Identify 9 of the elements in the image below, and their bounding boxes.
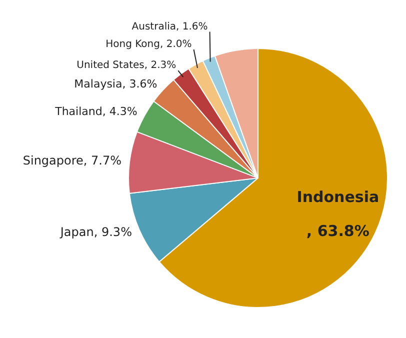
slice-label: Thailand, 4.3% bbox=[54, 104, 138, 118]
slice-label: Hong Kong, 2.0% bbox=[106, 39, 192, 50]
slice-label: United States, 2.3% bbox=[76, 60, 176, 72]
data-label: , 63.8% bbox=[306, 222, 370, 240]
slice-label: Indonesia bbox=[296, 188, 380, 206]
slice-label: Malaysia, 3.6% bbox=[74, 77, 158, 90]
slice-label: Singapore, 7.7% bbox=[22, 153, 122, 168]
slice-label: Japan, 9.3% bbox=[59, 225, 132, 240]
slice-label: Australia, 1.6% bbox=[132, 21, 208, 32]
